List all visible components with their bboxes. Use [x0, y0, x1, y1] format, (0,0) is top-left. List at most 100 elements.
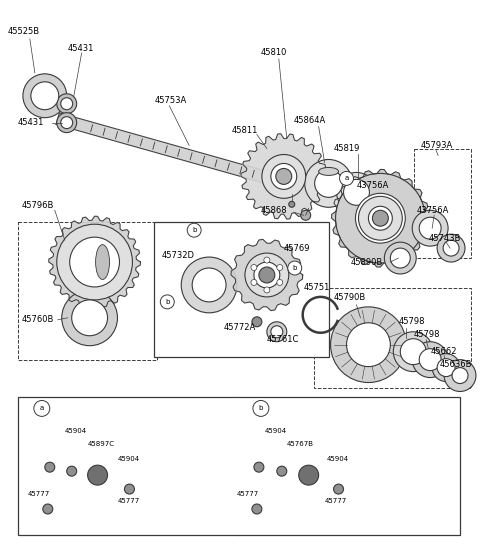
Circle shape	[31, 82, 59, 110]
Polygon shape	[49, 216, 141, 308]
Bar	[18, 397, 460, 535]
Circle shape	[390, 248, 410, 268]
Circle shape	[271, 163, 297, 189]
Text: 45777: 45777	[28, 491, 50, 497]
Text: 45864A: 45864A	[294, 116, 326, 125]
Circle shape	[432, 354, 460, 382]
Text: 45810: 45810	[261, 49, 287, 57]
Circle shape	[384, 242, 416, 274]
Text: 45798: 45798	[398, 317, 425, 327]
Circle shape	[264, 287, 270, 293]
Text: b: b	[192, 227, 196, 233]
Circle shape	[336, 174, 425, 263]
Text: 45897C: 45897C	[88, 441, 115, 447]
Circle shape	[262, 155, 306, 198]
Circle shape	[288, 261, 302, 275]
Ellipse shape	[96, 245, 109, 280]
Circle shape	[251, 280, 257, 286]
Text: 45777: 45777	[324, 498, 347, 504]
Text: 45890B: 45890B	[350, 258, 383, 266]
Text: 45811: 45811	[232, 126, 258, 135]
Circle shape	[34, 400, 50, 417]
Circle shape	[372, 210, 388, 226]
Circle shape	[300, 210, 311, 220]
Text: 45904: 45904	[65, 428, 87, 434]
Text: 43756A: 43756A	[357, 181, 389, 190]
Circle shape	[252, 317, 262, 327]
Circle shape	[43, 504, 53, 514]
Circle shape	[254, 262, 280, 288]
Circle shape	[334, 484, 344, 494]
Bar	[155, 222, 329, 357]
Text: 45767B: 45767B	[287, 441, 314, 447]
Circle shape	[277, 264, 283, 270]
Circle shape	[187, 223, 201, 237]
Text: 45777: 45777	[237, 491, 259, 497]
Circle shape	[356, 193, 405, 243]
Circle shape	[400, 339, 426, 365]
Circle shape	[192, 268, 226, 302]
Text: 45636B: 45636B	[440, 360, 473, 369]
Text: 45904: 45904	[326, 456, 349, 462]
Text: 45761C: 45761C	[267, 335, 299, 344]
Ellipse shape	[319, 168, 338, 175]
Text: 45732D: 45732D	[161, 251, 194, 259]
Text: 45777: 45777	[118, 498, 140, 504]
Bar	[313, 288, 471, 388]
Circle shape	[61, 98, 72, 110]
Text: 45769: 45769	[284, 244, 310, 253]
Circle shape	[254, 462, 264, 472]
Text: 45431: 45431	[18, 118, 44, 127]
Circle shape	[253, 400, 269, 417]
Circle shape	[57, 224, 132, 300]
Circle shape	[452, 367, 468, 383]
Circle shape	[252, 504, 262, 514]
Circle shape	[359, 197, 402, 240]
Circle shape	[369, 206, 392, 230]
Bar	[18, 222, 157, 360]
Text: 45790B: 45790B	[334, 293, 366, 302]
Text: 45868: 45868	[261, 206, 288, 215]
Circle shape	[88, 465, 108, 485]
Circle shape	[264, 257, 270, 263]
Text: 45760B: 45760B	[22, 315, 54, 324]
Text: 45662: 45662	[430, 347, 456, 356]
Circle shape	[336, 173, 376, 212]
Circle shape	[45, 462, 55, 472]
Circle shape	[277, 280, 283, 286]
Circle shape	[181, 257, 237, 313]
Circle shape	[443, 240, 459, 256]
Circle shape	[347, 323, 390, 366]
Polygon shape	[56, 113, 286, 188]
Circle shape	[62, 290, 118, 346]
Circle shape	[412, 210, 448, 246]
Text: 45753A: 45753A	[155, 96, 187, 105]
Polygon shape	[332, 169, 429, 267]
Text: 45819: 45819	[334, 144, 360, 153]
Circle shape	[61, 117, 72, 129]
Text: 45525B: 45525B	[8, 27, 40, 35]
Text: 45793A: 45793A	[420, 141, 453, 150]
Text: 45431: 45431	[68, 44, 94, 54]
Circle shape	[23, 74, 67, 118]
Circle shape	[160, 295, 174, 309]
Circle shape	[339, 171, 353, 186]
Text: b: b	[259, 406, 263, 412]
Circle shape	[393, 332, 433, 372]
Circle shape	[419, 349, 441, 371]
Circle shape	[437, 359, 455, 377]
Text: b: b	[292, 265, 297, 271]
Text: 45796B: 45796B	[22, 201, 54, 210]
Circle shape	[277, 466, 287, 476]
Circle shape	[331, 307, 406, 383]
Text: 45904: 45904	[265, 428, 287, 434]
Bar	[414, 149, 471, 258]
Circle shape	[124, 484, 134, 494]
Circle shape	[271, 326, 283, 338]
Circle shape	[72, 300, 108, 336]
Text: a: a	[40, 406, 44, 412]
Circle shape	[412, 342, 448, 377]
Circle shape	[70, 237, 120, 287]
Circle shape	[259, 267, 275, 283]
Circle shape	[276, 169, 292, 185]
